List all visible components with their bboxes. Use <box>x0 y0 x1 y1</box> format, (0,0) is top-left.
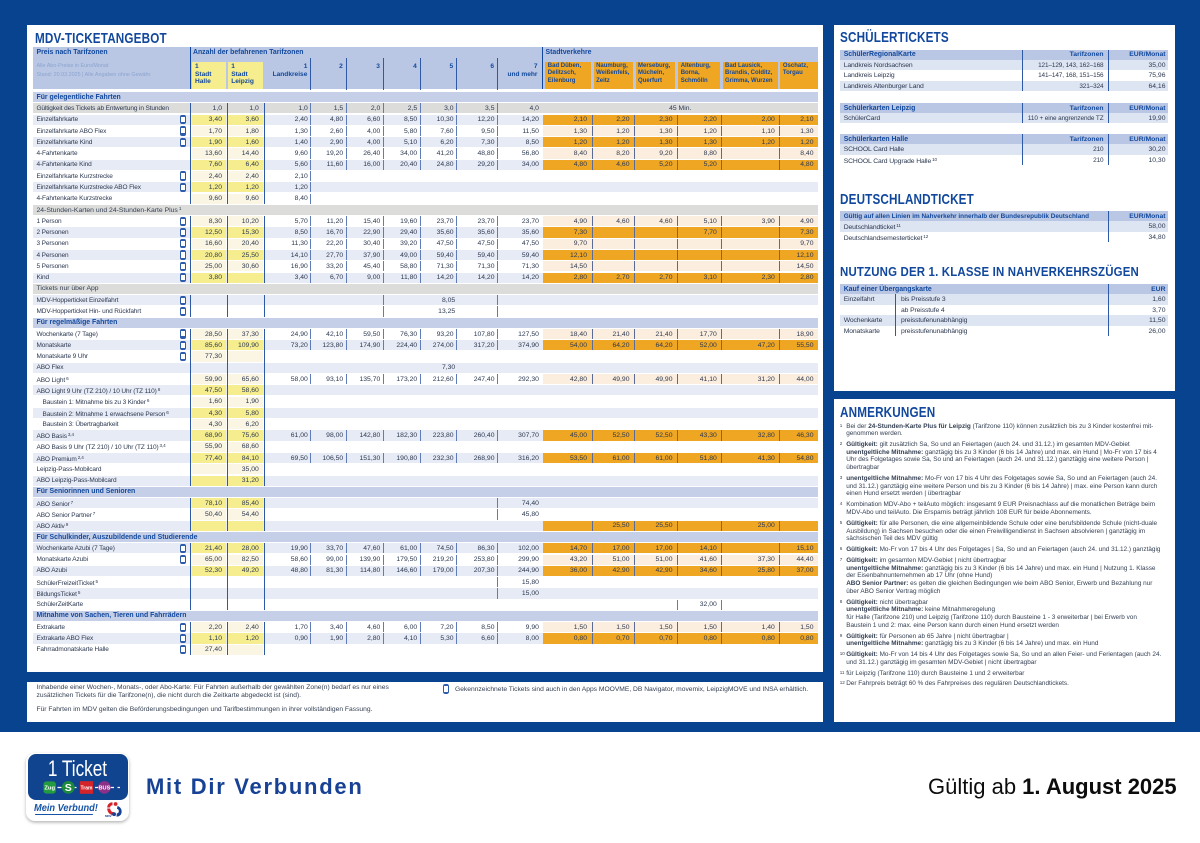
svg-text:Zug: Zug <box>44 786 55 792</box>
svg-text:BUS: BUS <box>98 786 110 792</box>
svg-text:S: S <box>65 782 72 794</box>
svg-text:Tram: Tram <box>81 785 94 791</box>
svg-text:MDV: MDV <box>105 814 112 817</box>
